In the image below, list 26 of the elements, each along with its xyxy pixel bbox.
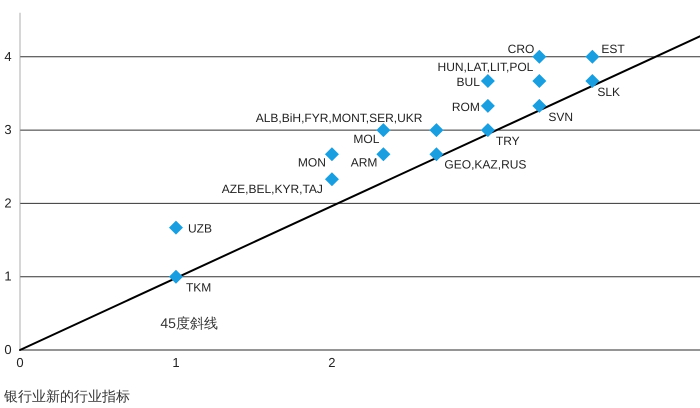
series-label: ALB,BiH,FYR,MONT,SER,UKR [256,111,423,126]
series-label: AZE,BEL,KYR,TAJ [222,182,323,196]
series-label: CRO [508,42,534,56]
series-label: TKM [186,280,212,295]
x-tick-label: 1 [172,355,180,370]
series-label: MON [298,155,326,170]
series-label: ARM [350,155,378,170]
y-tick-label: 1 [4,268,12,284]
series-label: BUL [456,74,480,89]
series-label: SVN [548,110,574,124]
series-label: EST [601,42,626,56]
series-label: HUN,LAT,LIT,POL [438,60,534,74]
series-label: MOL [353,132,380,146]
series-label: UZB [188,222,212,236]
x-tick-label: 0 [16,355,24,370]
series-label: TRY [496,134,520,148]
series-label: ROM [452,100,480,114]
x-axis-title: 银行业新的行业指标 [3,388,130,404]
x-tick-label: 2 [328,355,336,370]
y-tick-label: 3 [4,122,12,138]
y-tick-label: 2 [4,195,12,210]
series-label: SLK [597,84,620,99]
y-tick-label: 4 [4,48,12,64]
y-tick-label: 0 [4,342,12,357]
series-label: GEO,KAZ,RUS [444,157,526,172]
annotation: 45度斜线 [160,315,218,332]
